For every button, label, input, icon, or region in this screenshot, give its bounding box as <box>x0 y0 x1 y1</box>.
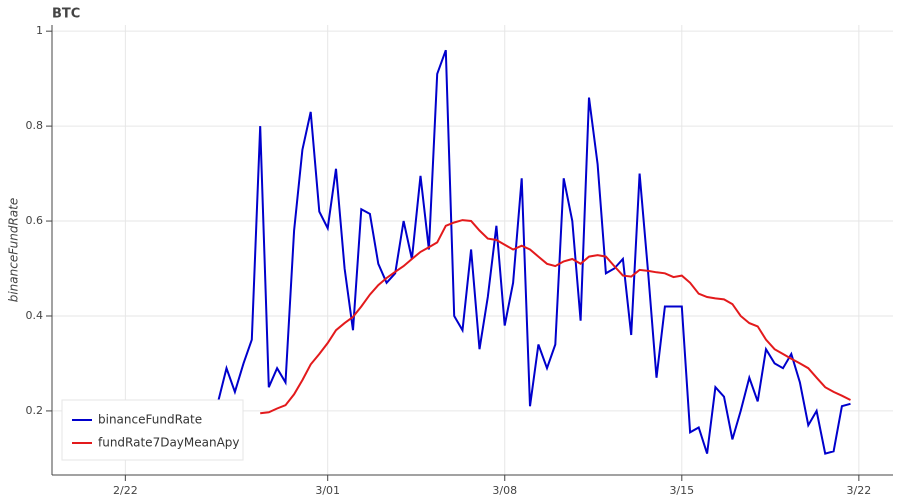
y-tick-label: 0.2 <box>26 404 44 417</box>
legend-box <box>61 399 244 461</box>
y-tick-label: 1 <box>36 24 43 37</box>
data-line <box>90 49 851 455</box>
y-tick-label: 0.6 <box>26 214 44 227</box>
x-tick-label: 3/15 <box>669 484 694 497</box>
x-tick-label: 2/22 <box>113 484 138 497</box>
legend-label: fundRate7DayMeanApy <box>98 436 240 450</box>
x-tick-label: 3/22 <box>847 484 872 497</box>
chart-title: BTC <box>52 7 80 22</box>
y-axis-label: binanceFundRate <box>7 198 21 303</box>
y-tick-label: 0.4 <box>26 309 44 322</box>
data-line <box>260 219 851 415</box>
x-tick-label: 3/01 <box>315 484 340 497</box>
y-tick-label: 0.8 <box>26 119 44 132</box>
x-tick-label: 3/08 <box>492 484 517 497</box>
legend-label: binanceFundRate <box>98 413 202 427</box>
